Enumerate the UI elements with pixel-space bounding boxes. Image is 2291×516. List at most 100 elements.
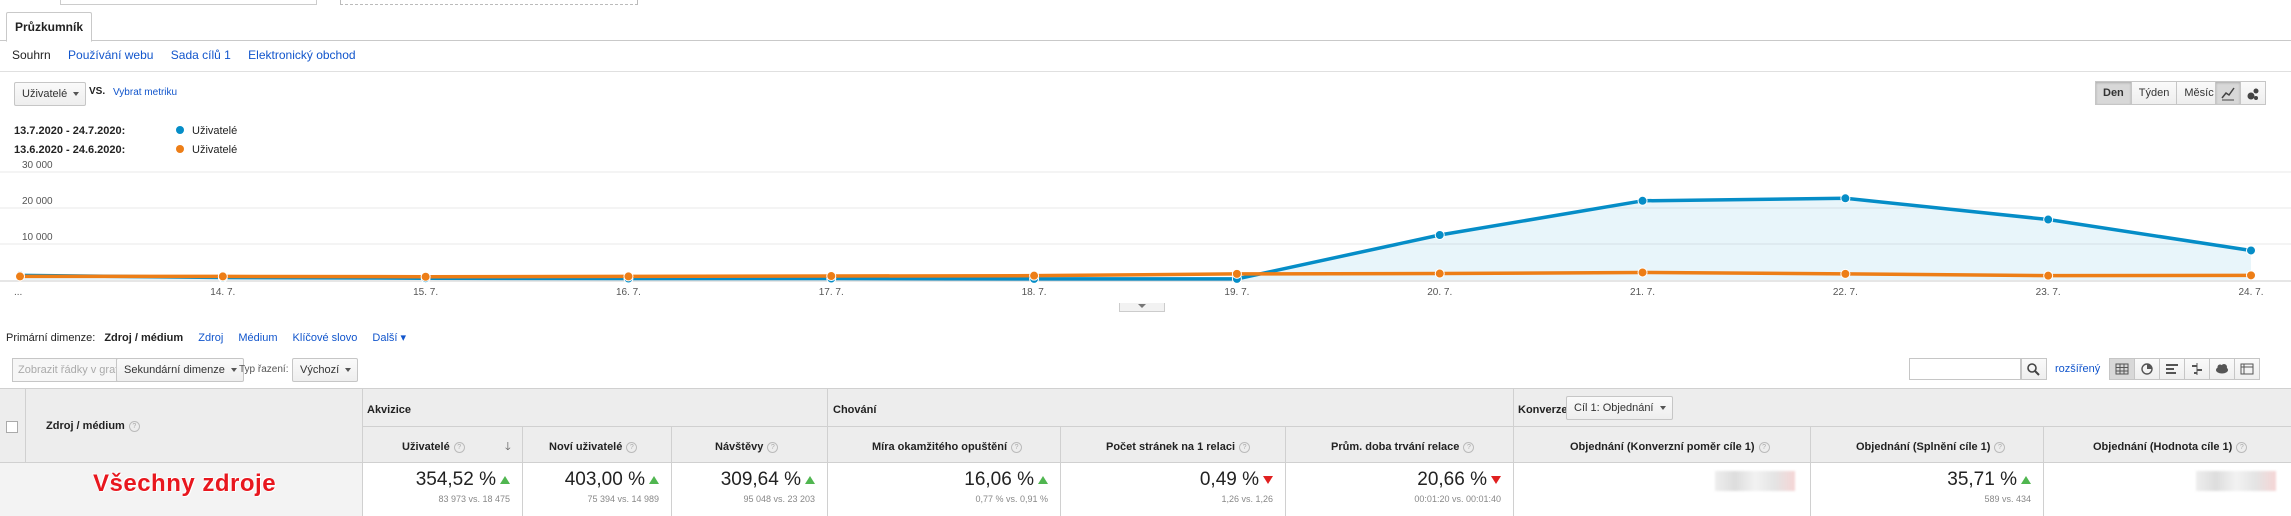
dimension-column-header[interactable]: Zdroj / médium? [46,420,140,432]
divider [671,426,672,463]
metric-comparison-text: 589 vs. 434 [1984,494,2031,504]
data-point [1434,268,1445,279]
dimension-source-link[interactable]: Zdroj [198,332,224,344]
data-point [15,271,25,282]
subnav-goal-set-1[interactable]: Sada cílů 1 [170,48,231,62]
legend-row: 13.7.2020 - 24.7.2020: Uživatelé [14,122,237,141]
metric-change-value: 403,00 % [522,469,659,491]
metric-comparison-text: 95 048 vs. 23 203 [743,494,815,504]
secondary-dimension-dropdown[interactable]: Sekundární dimenze [116,358,244,382]
data-point [1434,230,1445,240]
motion-chart-button[interactable] [2240,81,2266,105]
line-chart-button[interactable] [2215,81,2241,105]
divider [1285,462,1286,516]
plot-rows-button[interactable]: Zobrazit řádky v grafu [12,358,120,382]
tab-explorer[interactable]: Průzkumník [6,12,93,42]
data-point [1637,195,1648,206]
redacted-value [1715,471,1795,491]
top-partial-box [60,0,317,5]
arrow-down-icon [1263,476,1273,484]
data-point [420,271,431,282]
view-comparison-button[interactable] [2184,358,2210,380]
view-table-button[interactable] [2109,358,2135,380]
data-point [1637,267,1648,278]
metric-change-text: 309,64 % [720,469,801,490]
data-point [623,271,634,282]
dimension-keyword-link[interactable]: Klíčové slovo [292,332,358,344]
col-new-users[interactable]: Noví uživatelé? [549,441,638,453]
view-pie-button[interactable] [2134,358,2160,380]
arrow-up-icon [649,476,659,484]
arrow-up-icon [500,476,510,484]
pie-icon [2141,363,2153,375]
subnav-ecommerce[interactable]: Elektronický obchod [248,48,356,62]
vs-label: VS. [89,86,106,97]
metric-change-text: 16,06 % [964,469,1034,490]
group-behavior: Chování [833,404,877,416]
chevron-down-icon [1138,304,1146,308]
divider [1285,426,1286,463]
sort-type-dropdown[interactable]: Výchozí [292,358,359,382]
col-bounce-rate-label: Míra okamžitého opuštění [872,441,1008,453]
search-button[interactable] [2021,358,2047,380]
grid-icon [2115,363,2129,375]
col-goal-value[interactable]: Objednání (Hodnota cíle 1)? [2093,441,2248,453]
col-goal-completions[interactable]: Objednání (Splnění cíle 1)? [1856,441,2006,453]
chart-collapse-handle[interactable] [1119,303,1165,312]
divider [1060,462,1061,516]
table-view-buttons [2109,358,2260,380]
data-point [1840,193,1851,204]
divider [1060,426,1061,463]
col-bounce-rate[interactable]: Míra okamžitého opuštění? [872,441,1023,453]
subnav-site-usage[interactable]: Používání webu [68,48,154,62]
col-users-label: Uživatelé [402,441,450,453]
legend-range: 13.6.2020 - 24.6.2020: [14,144,126,156]
group-conversions: Konverze [1518,404,1568,416]
view-performance-button[interactable] [2159,358,2185,380]
divider [362,462,363,516]
arrow-up-icon [2021,476,2031,484]
week-button[interactable]: Týden [2130,81,2178,105]
col-pages-per-session[interactable]: Počet stránek na 1 relaci? [1106,441,1251,453]
dimension-active: Zdroj / médium [104,332,184,344]
metric-comparison-text: 0,77 % vs. 0,91 % [975,494,1048,504]
dimension-more-link[interactable]: Další ▾ [372,332,407,344]
metric-comparison-text: 75 394 vs. 14 989 [587,494,659,504]
dimension-medium-link[interactable]: Médium [238,332,278,344]
sort-arrow-down-icon[interactable]: 🡓 [505,441,511,453]
month-button[interactable]: Měsíc [2176,81,2222,105]
metric-dropdown[interactable]: Uživatelé [14,82,87,106]
metric-change-value: 35,71 % [1810,469,2031,491]
col-avg-session-duration-label: Prům. doba trvání relace [1331,441,1460,453]
legend-dot-icon [176,126,184,134]
select-all-checkbox[interactable] [6,421,18,433]
view-pivot-button[interactable] [2234,358,2260,380]
all-sources-annotation: Všechny zdroje [93,470,277,497]
table-search-input[interactable] [1909,358,2021,380]
help-icon: ? [453,442,465,453]
goal-select-dropdown[interactable]: Cíl 1: Objednání [1566,396,1673,420]
col-new-users-label: Noví uživatelé [549,441,623,453]
x-tick-label: 21. 7. [1630,287,1655,298]
divider [362,426,2291,427]
comparison-icon [2192,363,2202,375]
x-tick-label: 24. 7. [2238,287,2263,298]
data-point [826,271,837,282]
divider [1513,462,1514,516]
view-term-cloud-button[interactable] [2209,358,2235,380]
data-point [2043,270,2054,281]
col-avg-session-duration[interactable]: Prům. doba trvání relace? [1331,441,1475,453]
choose-metric-link[interactable]: Vybrat metriku [113,87,178,98]
col-goal-completions-label: Objednání (Splnění cíle 1) [1856,441,1991,453]
y-tick-label: 20 000 [22,196,53,207]
pivot-icon [2240,363,2254,375]
advanced-filter-link[interactable]: rozšířený [2055,363,2101,375]
y-tick-label: 30 000 [22,160,53,171]
col-users[interactable]: Uživatelé? [402,441,465,453]
subnav-summary[interactable]: Souhrn [12,48,51,62]
x-tick-label: ... [14,287,22,298]
col-goal-conversion-rate[interactable]: Objednání (Konverzní poměr cíle 1)? [1570,441,1770,453]
col-sessions[interactable]: Návštěvy? [715,441,779,453]
bubble-chart-icon [2247,88,2259,100]
day-button[interactable]: Den [2095,81,2132,105]
